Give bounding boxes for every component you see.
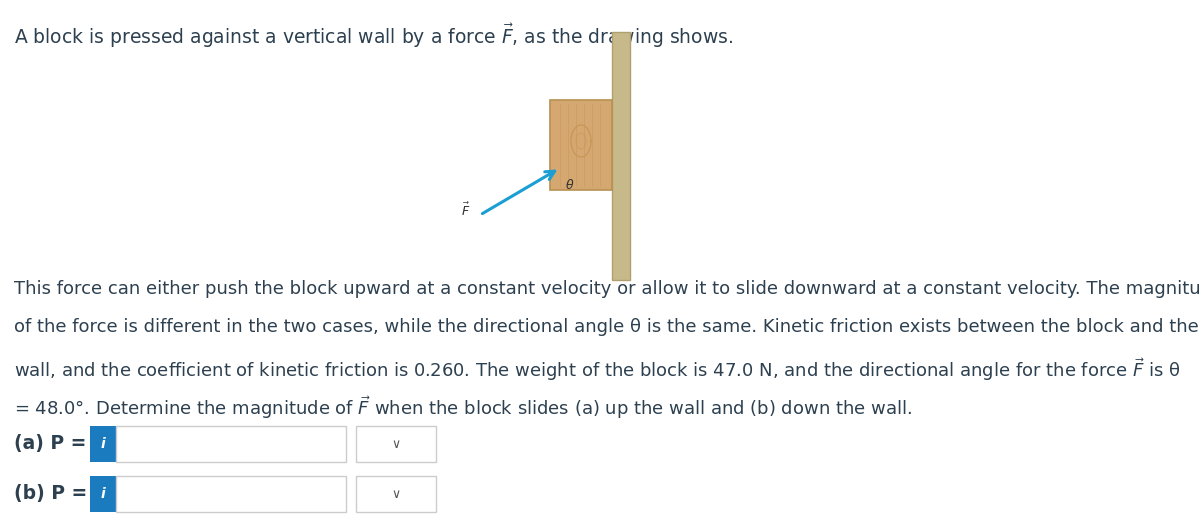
FancyBboxPatch shape — [90, 476, 116, 512]
Text: $\theta$: $\theta$ — [565, 178, 575, 192]
Text: i: i — [101, 487, 106, 501]
Text: $\vec{F}$: $\vec{F}$ — [461, 202, 470, 218]
FancyBboxPatch shape — [356, 426, 436, 462]
FancyBboxPatch shape — [90, 426, 116, 462]
Text: This force can either push the block upward at a constant velocity or allow it t: This force can either push the block upw… — [14, 280, 1200, 298]
Text: of the force is different in the two cases, while the directional angle θ is the: of the force is different in the two cas… — [14, 318, 1199, 336]
Text: ∨: ∨ — [391, 437, 401, 451]
Text: (a) P =: (a) P = — [14, 434, 92, 453]
FancyBboxPatch shape — [356, 476, 436, 512]
Text: wall, and the coefficient of kinetic friction is 0.260. The weight of the block : wall, and the coefficient of kinetic fri… — [14, 356, 1181, 383]
FancyBboxPatch shape — [612, 32, 630, 280]
FancyBboxPatch shape — [116, 476, 346, 512]
Text: i: i — [101, 437, 106, 451]
FancyBboxPatch shape — [116, 426, 346, 462]
Text: (b) P =: (b) P = — [14, 485, 94, 504]
Text: A block is pressed against a vertical wall by a force $\vec{F}$, as the drawing : A block is pressed against a vertical wa… — [14, 22, 733, 50]
Text: = 48.0°. Determine the magnitude of $\vec{F}$ when the block slides (a) up the w: = 48.0°. Determine the magnitude of $\ve… — [14, 394, 912, 421]
FancyBboxPatch shape — [550, 100, 612, 190]
Text: ∨: ∨ — [391, 488, 401, 500]
